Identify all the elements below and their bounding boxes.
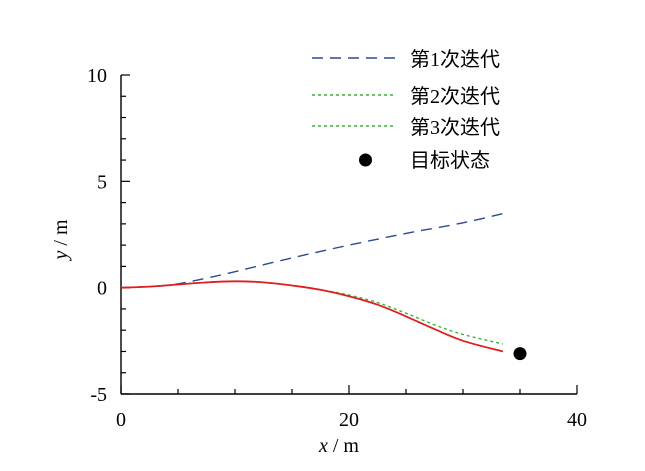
legend-marker-target [359,153,372,167]
y-tick-label: 10 [87,65,107,87]
x-axis-title: x / m [318,435,359,457]
y-tick-label: 5 [97,171,107,193]
y-axis-title: y / m [50,219,72,261]
x-axis-unit: / m [328,435,360,457]
iteration-1-line [120,211,509,289]
legend-label: 目标状态 [410,149,490,172]
target-state-point [513,347,527,361]
y-tick-label: 0 [97,278,107,300]
x-tick-label: 20 [339,409,359,431]
iteration-3-line [120,280,504,353]
y-axis-variable: y [50,251,72,262]
legend-label: 第2次迭代 [410,85,500,108]
x-axis-variable: x [318,435,328,457]
legend-label: 第1次迭代 [410,48,500,71]
legend-label: 第3次迭代 [410,116,500,139]
x-tick-label: 40 [567,409,587,431]
y-axis-unit: / m [50,219,72,251]
y-tick-label: -5 [90,384,107,406]
x-tick-label: 0 [116,409,126,431]
